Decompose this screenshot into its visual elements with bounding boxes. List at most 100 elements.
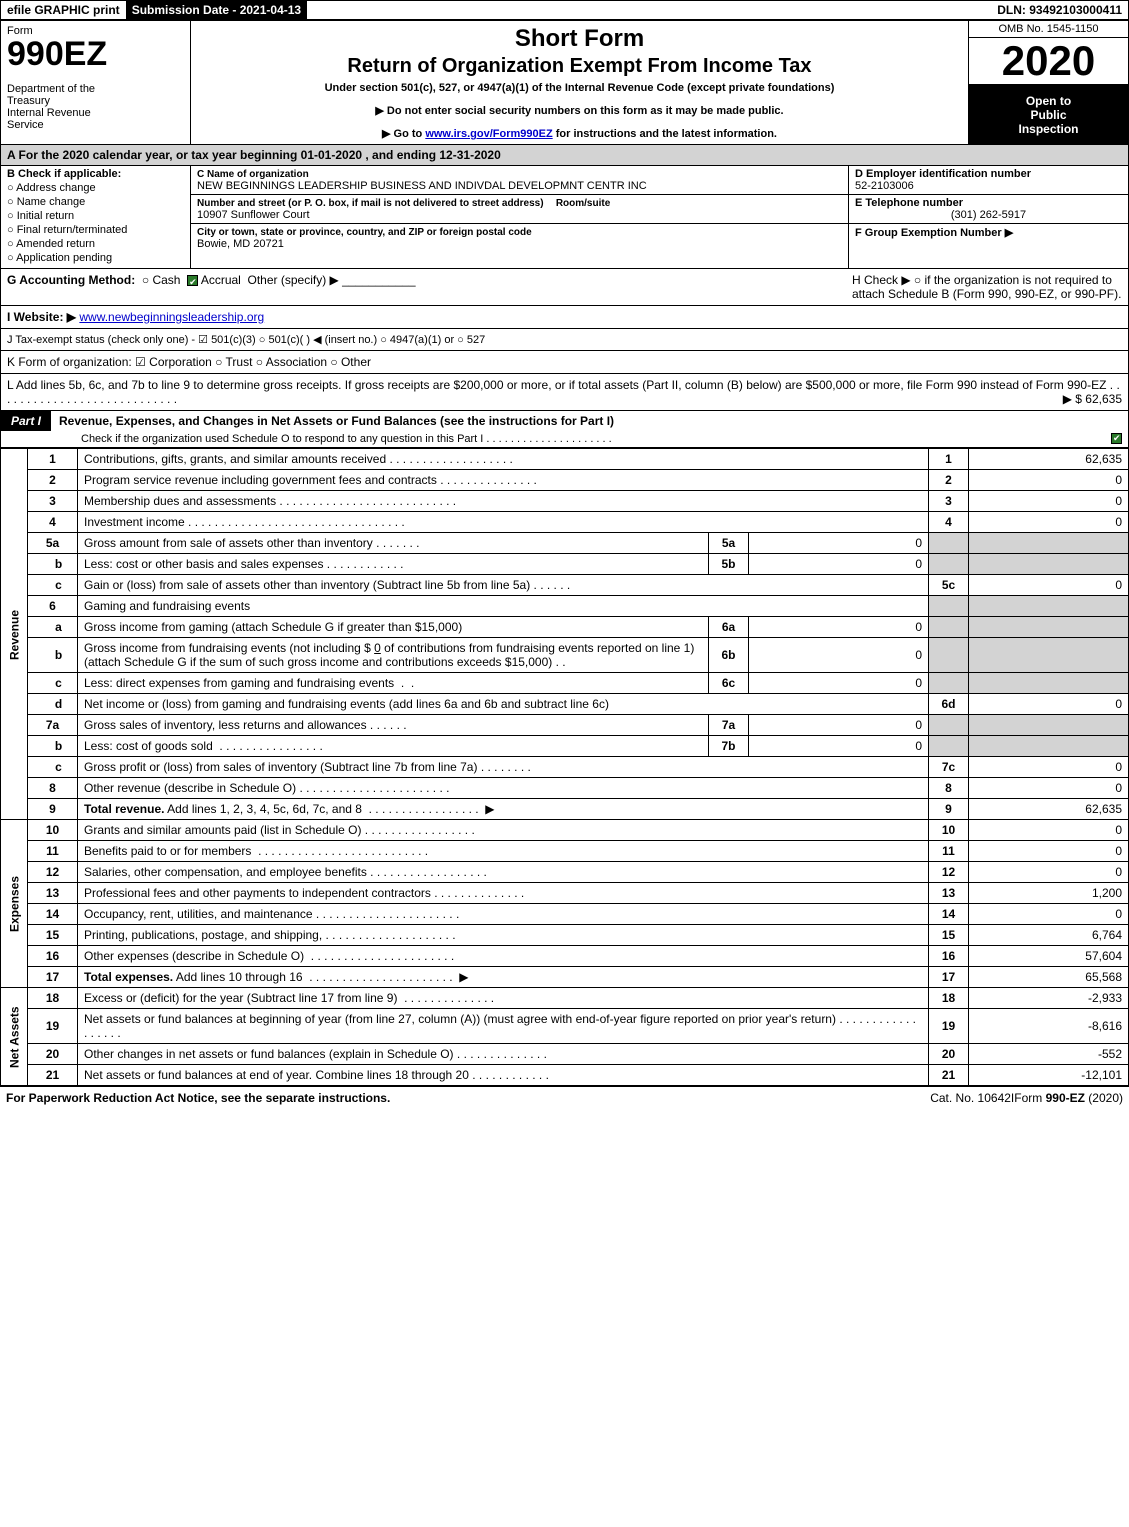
street-address: 10907 Sunflower Court: [197, 209, 310, 221]
short-form-title: Short Form: [199, 25, 960, 53]
g-accrual-check[interactable]: [187, 275, 198, 286]
notice-link-row: ▶ Go to www.irs.gov/Form990EZ for instru…: [199, 127, 960, 140]
line-14: 14Occupancy, rent, utilities, and mainte…: [1, 904, 1129, 925]
val-5c: 0: [969, 575, 1129, 596]
efile-label[interactable]: efile GRAPHIC print: [1, 1, 126, 19]
val-10: 0: [969, 820, 1129, 841]
row-l-text: L Add lines 5b, 6c, and 7b to line 9 to …: [7, 378, 1106, 392]
line-6a: aGross income from gaming (attach Schedu…: [1, 617, 1129, 638]
line-10: Expenses 10Grants and similar amounts pa…: [1, 820, 1129, 841]
side-expenses: Expenses: [1, 820, 28, 988]
val-11: 0: [969, 841, 1129, 862]
line-5c: cGain or (loss) from sale of assets othe…: [1, 575, 1129, 596]
dept-treasury: Department of theTreasuryInternal Revenu…: [7, 83, 184, 131]
line-17: 17Total expenses. Add lines 10 through 1…: [1, 967, 1129, 988]
org-name-cell: C Name of organization NEW BEGINNINGS LE…: [191, 166, 848, 195]
val-8: 0: [969, 778, 1129, 799]
chk-final[interactable]: Final return/terminated: [7, 224, 184, 236]
chk-initial[interactable]: Initial return: [7, 210, 184, 222]
group-label: F Group Exemption Number ▶: [855, 227, 1013, 239]
footer-center: Cat. No. 10642I: [930, 1091, 1014, 1105]
side-netassets: Net Assets: [1, 988, 28, 1086]
inspection: Inspection: [975, 122, 1122, 136]
submission-date: Submission Date - 2021-04-13: [126, 1, 307, 19]
group-exempt-cell: F Group Exemption Number ▶: [849, 224, 1128, 241]
addr-label: Number and street (or P. O. box, if mail…: [197, 198, 544, 209]
val-15: 6,764: [969, 925, 1129, 946]
section-b: B Check if applicable: Address change Na…: [1, 166, 191, 268]
phone-label: E Telephone number: [855, 197, 963, 209]
top-bar: efile GRAPHIC print Submission Date - 20…: [0, 0, 1129, 21]
line-7b: bLess: cost of goods sold . . . . . . . …: [1, 736, 1129, 757]
info-grid: B Check if applicable: Address change Na…: [0, 166, 1129, 269]
header-center: Short Form Return of Organization Exempt…: [191, 21, 968, 144]
line-8: 8Other revenue (describe in Schedule O) …: [1, 778, 1129, 799]
chk-amended[interactable]: Amended return: [7, 238, 184, 250]
g-accrual: Accrual: [201, 273, 241, 287]
ein-label: D Employer identification number: [855, 168, 1031, 180]
website-link[interactable]: www.newbeginningsleadership.org: [79, 310, 264, 324]
line-21: 21Net assets or fund balances at end of …: [1, 1065, 1129, 1086]
val-12: 0: [969, 862, 1129, 883]
irs-link[interactable]: www.irs.gov/Form990EZ: [425, 128, 552, 140]
val-18: -2,933: [969, 988, 1129, 1009]
line-13: 13Professional fees and other payments t…: [1, 883, 1129, 904]
line-9: 9Total revenue. Total revenue. Add lines…: [1, 799, 1129, 820]
part1-checknote: Check if the organization used Schedule …: [1, 431, 1128, 447]
val-21: -12,101: [969, 1065, 1129, 1086]
val-6b: 0: [749, 638, 929, 673]
form-number: 990EZ: [7, 37, 184, 71]
city-label: City or town, state or province, country…: [197, 227, 532, 238]
val-4: 0: [969, 512, 1129, 533]
val-6a: 0: [749, 617, 929, 638]
line-20: 20Other changes in net assets or fund ba…: [1, 1044, 1129, 1065]
row-l: L Add lines 5b, 6c, and 7b to line 9 to …: [0, 374, 1129, 411]
header-left: Form 990EZ Department of theTreasuryInte…: [1, 21, 191, 144]
val-19: -8,616: [969, 1009, 1129, 1044]
line-7c: cGross profit or (loss) from sales of in…: [1, 757, 1129, 778]
i-label: I Website: ▶: [7, 310, 76, 324]
page-footer: For Paperwork Reduction Act Notice, see …: [0, 1086, 1129, 1109]
line-6c: cLess: direct expenses from gaming and f…: [1, 673, 1129, 694]
val-5b: 0: [749, 554, 929, 575]
section-b-title: B Check if applicable:: [7, 168, 184, 180]
phone-cell: E Telephone number (301) 262-5917: [849, 195, 1128, 224]
org-name-label: C Name of organization: [197, 169, 309, 180]
public: Public: [975, 108, 1122, 122]
chk-address[interactable]: Address change: [7, 182, 184, 194]
chk-name[interactable]: Name change: [7, 196, 184, 208]
g-other[interactable]: Other (specify) ▶: [248, 273, 339, 287]
part1-header-row: Part I Revenue, Expenses, and Changes in…: [0, 411, 1129, 448]
val-6d: 0: [969, 694, 1129, 715]
row-j: J Tax-exempt status (check only one) - ☑…: [0, 329, 1129, 351]
line-2: 2Program service revenue including gover…: [1, 470, 1129, 491]
g-label: G Accounting Method:: [7, 273, 135, 287]
city-state-zip: Bowie, MD 20721: [197, 238, 284, 250]
val-5a: 0: [749, 533, 929, 554]
part1-check[interactable]: [1111, 433, 1122, 444]
under-section: Under section 501(c), 527, or 4947(a)(1)…: [199, 82, 960, 94]
row-i: I Website: ▶ www.newbeginningsleadership…: [0, 306, 1129, 329]
open-to: Open to: [975, 94, 1122, 108]
val-16: 57,604: [969, 946, 1129, 967]
line-5a: 5aGross amount from sale of assets other…: [1, 533, 1129, 554]
val-1: 62,635: [969, 449, 1129, 470]
footer-right: Form 990-EZ (2020): [1014, 1091, 1123, 1105]
line-3: 3Membership dues and assessments . . . .…: [1, 491, 1129, 512]
val-9: 62,635: [969, 799, 1129, 820]
part1-title: Revenue, Expenses, and Changes in Net As…: [51, 414, 614, 428]
val-14: 0: [969, 904, 1129, 925]
org-name: NEW BEGINNINGS LEADERSHIP BUSINESS AND I…: [197, 180, 647, 192]
chk-pending[interactable]: Application pending: [7, 252, 184, 264]
line-5b: bLess: cost or other basis and sales exp…: [1, 554, 1129, 575]
val-17: 65,568: [969, 967, 1129, 988]
notice-pre: ▶ Go to: [382, 128, 425, 140]
tax-year: 2020: [969, 38, 1128, 85]
g-cash[interactable]: Cash: [152, 273, 180, 287]
line-6b-desc: Gross income from fundraising events (no…: [78, 638, 709, 673]
open-public-badge: Open to Public Inspection: [969, 85, 1128, 144]
header-right: OMB No. 1545-1150 2020 Open to Public In…: [968, 21, 1128, 144]
address-cell: Number and street (or P. O. box, if mail…: [191, 195, 848, 224]
notice-post: for instructions and the latest informat…: [556, 128, 777, 140]
ein-cell: D Employer identification number 52-2103…: [849, 166, 1128, 195]
